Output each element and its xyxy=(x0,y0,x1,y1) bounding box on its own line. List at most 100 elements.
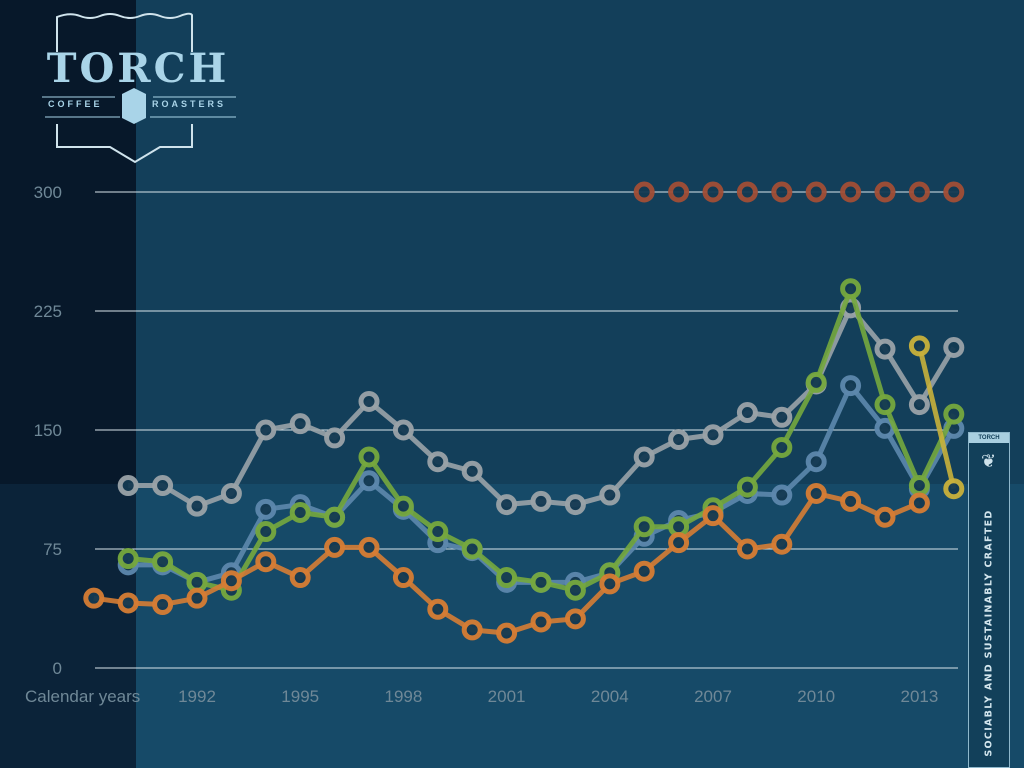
tagline-badge: TORCH COFFEE ❦ SOCIABLY AND SUSTAINABLY … xyxy=(968,432,1010,768)
data-point-blue xyxy=(840,375,862,397)
y-tick-label: 0 xyxy=(53,659,62,678)
logo-shield-icon xyxy=(42,12,236,164)
data-point-orange xyxy=(289,567,311,589)
data-point-yellow xyxy=(943,478,965,500)
data-point-brown xyxy=(702,181,724,203)
data-point-green xyxy=(255,521,277,543)
data-point-orange xyxy=(633,560,655,582)
data-point-gray xyxy=(427,451,449,473)
data-point-green xyxy=(564,579,586,601)
data-point-gray xyxy=(461,460,483,482)
data-point-green xyxy=(117,548,139,570)
data-point-green xyxy=(530,571,552,593)
y-tick-label: 225 xyxy=(34,302,62,321)
data-point-green xyxy=(874,394,896,416)
data-point-green xyxy=(496,567,518,589)
data-point-green xyxy=(736,476,758,498)
y-tick-label: 300 xyxy=(34,183,62,202)
data-point-orange xyxy=(220,570,242,592)
logo-coffee: COFFEE xyxy=(48,99,103,109)
data-point-brown xyxy=(633,181,655,203)
data-point-gray xyxy=(152,475,174,497)
data-point-gray xyxy=(324,427,346,449)
data-point-gray xyxy=(564,494,586,516)
data-point-gray xyxy=(908,394,930,416)
data-point-orange xyxy=(908,492,930,514)
logo-roasters: ROASTERS xyxy=(152,99,227,109)
data-point-green xyxy=(805,371,827,393)
logo-title: TORCH xyxy=(46,45,230,92)
data-point-blue xyxy=(771,484,793,506)
data-point-green xyxy=(943,403,965,425)
data-point-orange xyxy=(840,490,862,512)
data-point-gray xyxy=(668,429,690,451)
data-point-orange xyxy=(427,598,449,620)
x-axis-title: Calendar years xyxy=(25,687,140,706)
data-point-brown xyxy=(736,181,758,203)
data-point-orange xyxy=(599,573,621,595)
data-point-brown xyxy=(771,181,793,203)
data-point-orange xyxy=(874,506,896,528)
y-tick-label: 75 xyxy=(43,540,62,559)
data-point-brown xyxy=(668,181,690,203)
data-point-orange xyxy=(736,538,758,560)
x-tick-label: 1992 xyxy=(178,687,216,706)
data-point-brown xyxy=(805,181,827,203)
data-point-gray xyxy=(530,490,552,512)
badge-top: TORCH COFFEE xyxy=(969,433,1009,451)
data-point-green xyxy=(392,495,414,517)
data-point-gray xyxy=(736,402,758,424)
data-point-orange xyxy=(117,592,139,614)
data-point-brown xyxy=(874,181,896,203)
data-point-green xyxy=(324,506,346,528)
x-tick-label: 2013 xyxy=(900,687,938,706)
data-point-brown xyxy=(908,181,930,203)
data-point-gray xyxy=(599,484,621,506)
data-point-gray xyxy=(496,494,518,516)
data-point-orange xyxy=(530,611,552,633)
x-tick-label: 2001 xyxy=(488,687,526,706)
data-point-gray xyxy=(771,406,793,428)
x-tick-label: 1998 xyxy=(384,687,422,706)
series-line-green xyxy=(127,286,957,593)
data-point-orange xyxy=(358,536,380,558)
data-point-orange xyxy=(496,622,518,644)
data-point-gray xyxy=(220,482,242,504)
series-line-gray xyxy=(128,305,956,509)
data-point-green xyxy=(908,475,930,497)
data-point-green xyxy=(461,538,483,560)
data-point-orange xyxy=(324,536,346,558)
data-point-green xyxy=(358,446,380,468)
data-point-gray xyxy=(392,419,414,441)
x-tick-label: 1995 xyxy=(281,687,319,706)
lower-band-left xyxy=(0,484,136,768)
torch-logo: TORCH COFFEE ROASTERS xyxy=(40,12,240,172)
data-point-orange xyxy=(255,551,277,573)
series-line-yellow xyxy=(916,345,957,490)
x-tick-label: 2010 xyxy=(797,687,835,706)
data-point-orange xyxy=(392,567,414,589)
badge-tagline: SOCIABLY AND SUSTAINABLY CRAFTED xyxy=(983,509,995,757)
y-tick-label: 150 xyxy=(34,421,62,440)
data-point-orange xyxy=(461,619,483,641)
data-point-green xyxy=(152,551,174,573)
data-point-gray xyxy=(702,424,724,446)
data-point-orange xyxy=(83,587,105,609)
data-point-gray xyxy=(117,475,139,497)
data-point-green xyxy=(771,436,793,458)
data-point-green xyxy=(427,521,449,543)
data-point-gray xyxy=(633,446,655,468)
x-tick-label: 2007 xyxy=(694,687,732,706)
data-point-orange xyxy=(186,587,208,609)
data-point-green xyxy=(633,516,655,538)
data-point-gray xyxy=(186,495,208,517)
data-point-orange xyxy=(702,505,724,527)
data-point-orange xyxy=(152,594,174,616)
x-tick-label: 2004 xyxy=(591,687,629,706)
data-point-gray xyxy=(943,336,965,358)
data-point-green xyxy=(289,502,311,524)
data-point-blue xyxy=(805,451,827,473)
data-point-gray xyxy=(255,419,277,441)
data-point-green xyxy=(840,278,862,300)
